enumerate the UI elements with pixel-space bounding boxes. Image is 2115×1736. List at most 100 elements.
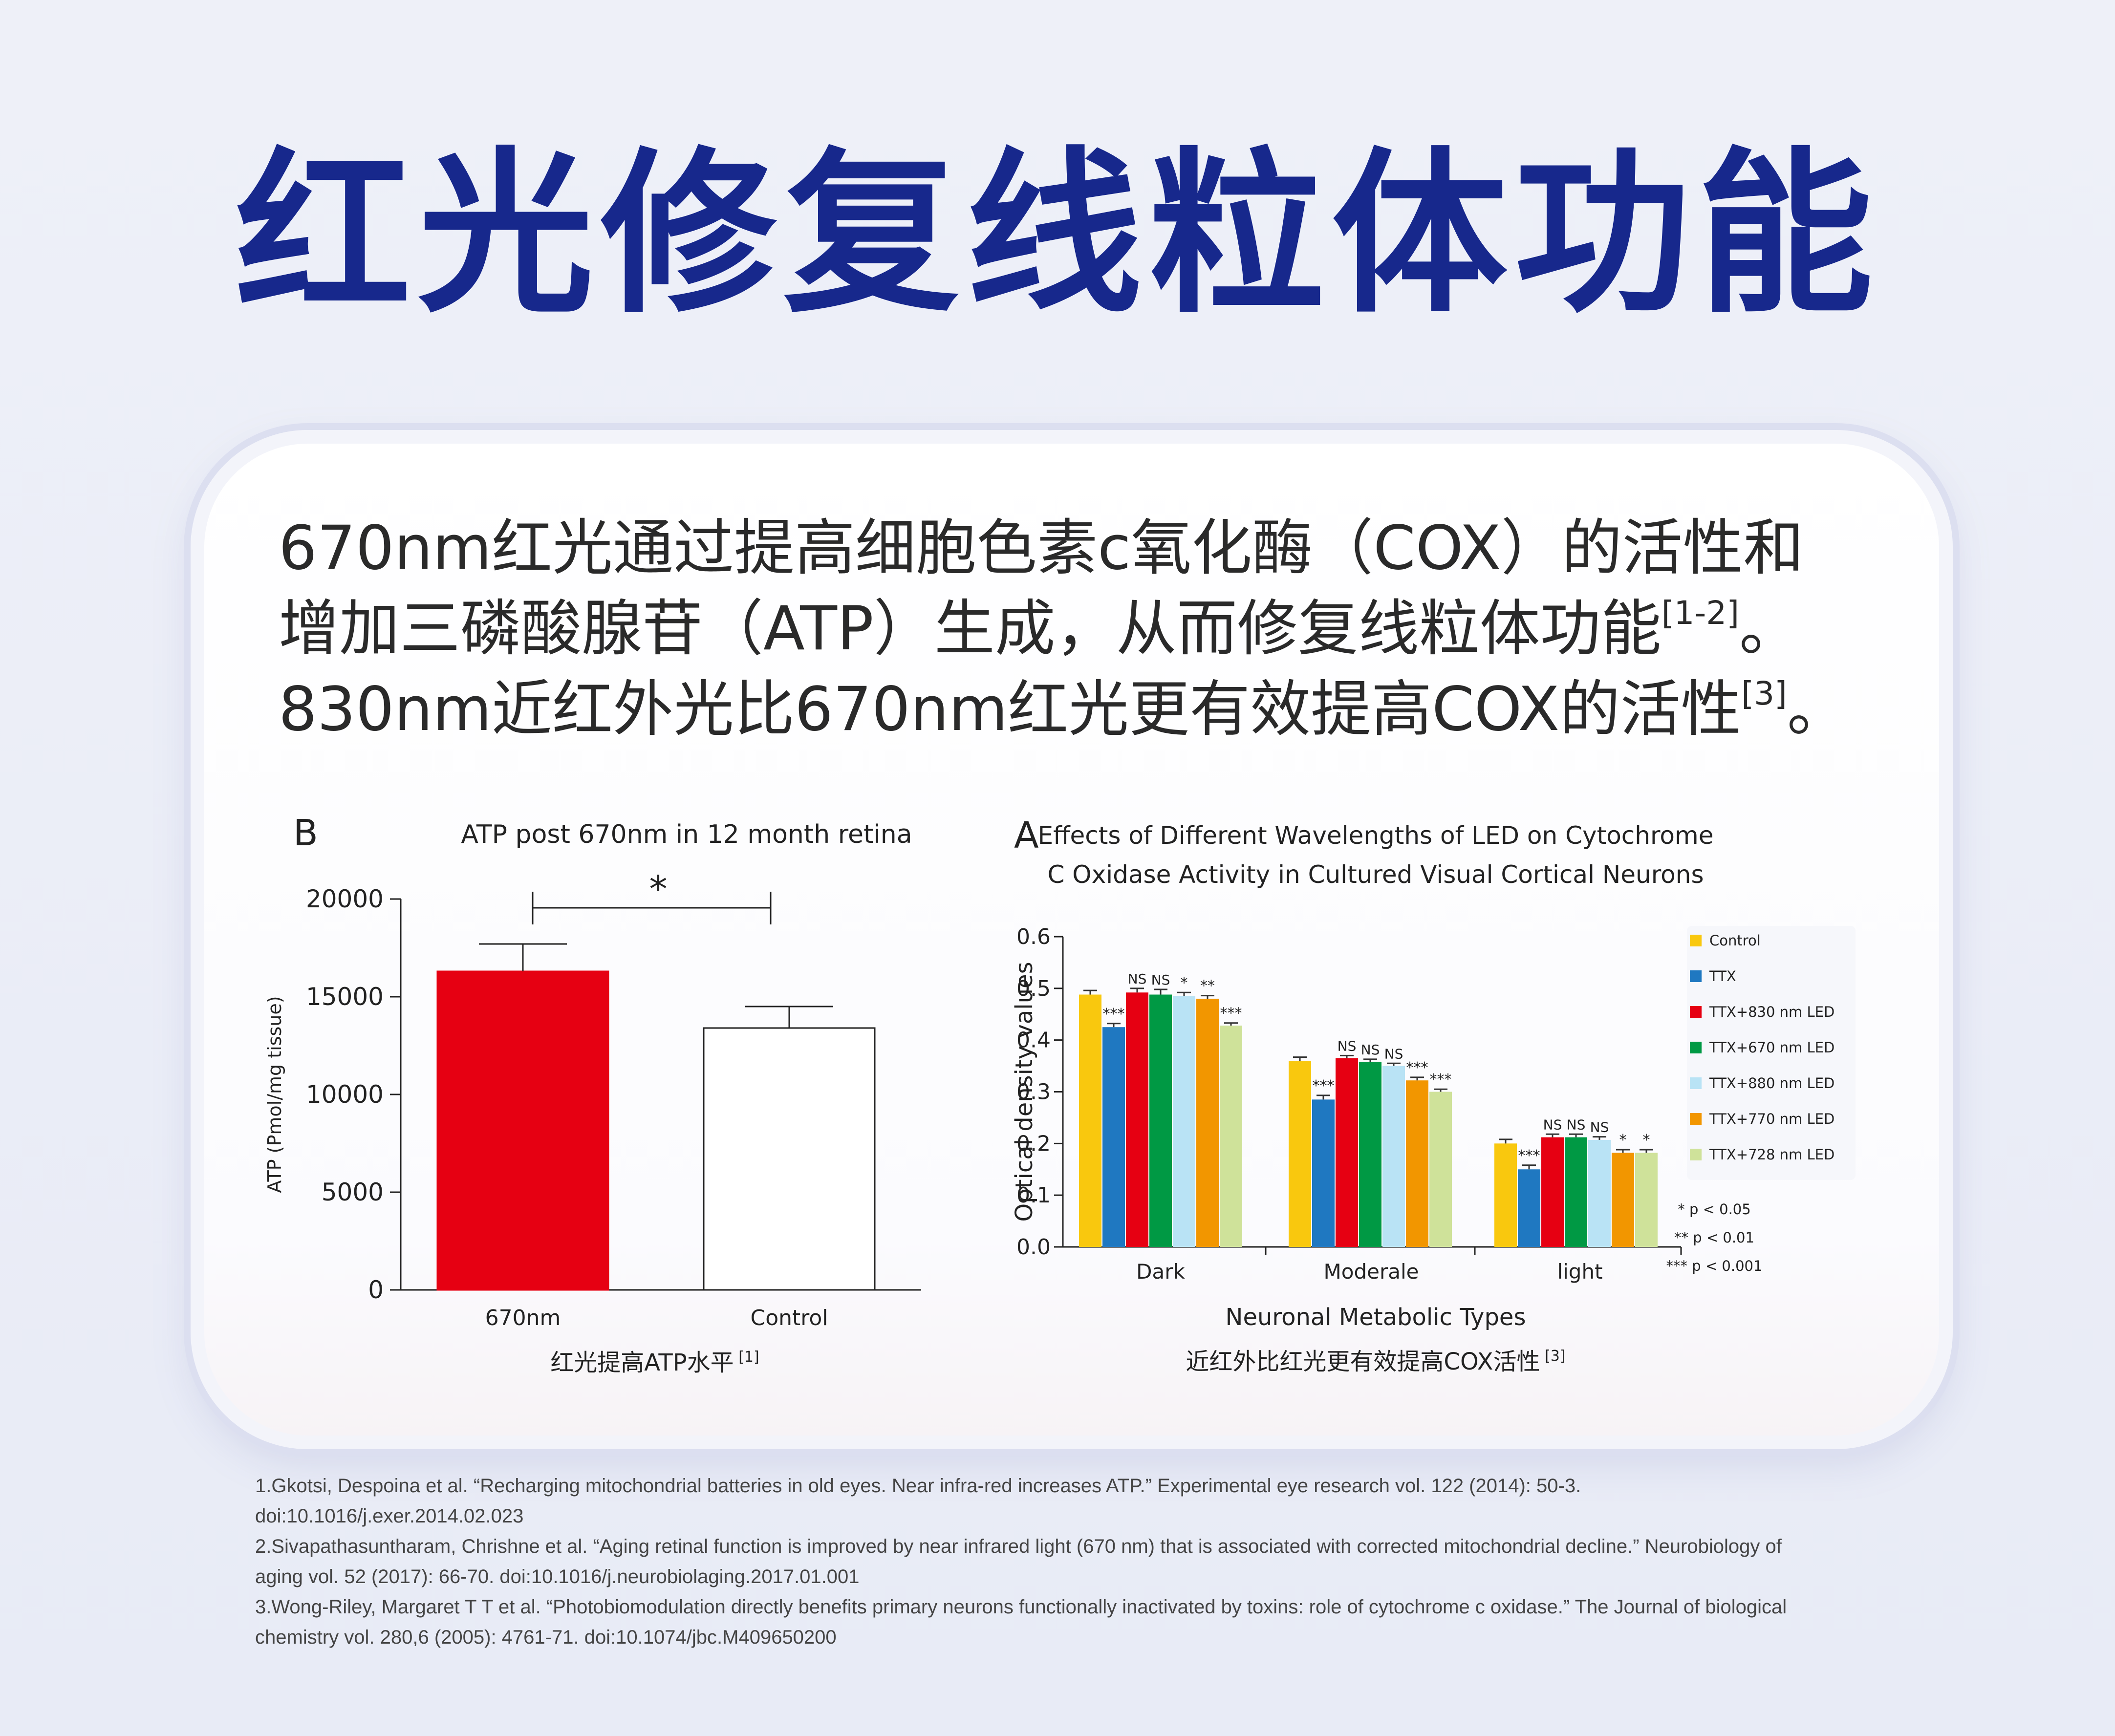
intro-line-3: 830nm近红外光比670nm红光更有效提高COX的活性[3]。 (279, 669, 1891, 750)
significance-marker: NS (1338, 1038, 1357, 1054)
y-tick-label: 0.3 (1016, 1080, 1051, 1105)
pvalue-note: * p < 0.05 (1678, 1201, 1750, 1218)
bar (436, 970, 609, 1291)
bar (1541, 1137, 1564, 1247)
chart-title-line-1: Effects of Different Wavelengths of LED … (1038, 821, 1714, 850)
reference-line: doi:10.1016/j.exer.2014.02.023 (255, 1505, 524, 1527)
y-axis-label: Optical density values (1011, 962, 1038, 1222)
bar (1102, 1027, 1125, 1247)
intro-line-3-end: 。 (1787, 674, 1848, 745)
legend-swatch (1690, 1149, 1702, 1160)
y-tick-label: 10000 (306, 1080, 384, 1109)
bar (1494, 1143, 1517, 1247)
significance-marker: *** (1313, 1077, 1335, 1094)
significance-marker: * (1181, 974, 1188, 991)
bar (1336, 1058, 1358, 1247)
intro-text: 670nm红光通过提高细胞色素c氧化酶（COX）的活性和 增加三磷酸腺苷（ATP… (279, 508, 1891, 750)
bar (1289, 1061, 1311, 1247)
legend-swatch (1690, 1042, 1702, 1053)
intro-line-3-text: 830nm近红外光比670nm红光更有效提高COX的活性 (279, 674, 1742, 745)
legend-swatch (1690, 1006, 1702, 1018)
y-tick-label: 0.2 (1016, 1131, 1051, 1156)
references: 1.Gkotsi, Despoina et al. “Recharging mi… (255, 1471, 1868, 1652)
panel-letter: A (1014, 814, 1039, 857)
y-axis-label: ATP (Pmol/mg tissue) (264, 996, 285, 1193)
bar (1312, 1099, 1335, 1247)
intro-line-2: 增加三磷酸腺苷（ATP）生成，从而修复线粒体功能[1-2]。 (279, 589, 1891, 669)
legend-label: TTX+830 nm LED (1709, 1004, 1834, 1020)
significance-marker: *** (1220, 1005, 1242, 1022)
intro-line-1: 670nm红光通过提高细胞色素c氧化酶（COX）的活性和 (279, 513, 1804, 583)
legend-swatch (1690, 1113, 1702, 1125)
significance-marker: * (649, 868, 668, 910)
significance-marker: NS (1384, 1046, 1403, 1062)
intro-line-2-text: 增加三磷酸腺苷（ATP）生成，从而修复线粒体功能 (279, 594, 1662, 664)
significance-marker: *** (1518, 1147, 1540, 1164)
legend-label: Control (1709, 932, 1761, 949)
bar (1220, 1026, 1242, 1247)
chart-caption-ref: [1] (734, 1349, 759, 1366)
x-tick-label: Dark (1136, 1260, 1185, 1284)
bar (1429, 1092, 1452, 1247)
legend-label: TTX (1709, 968, 1736, 985)
legend-label: TTX+770 nm LED (1709, 1111, 1834, 1127)
legend-swatch (1690, 1077, 1702, 1089)
y-tick-label: 0.5 (1016, 976, 1051, 1001)
chart-title-line-2: C Oxidase Activity in Cultured Visual Co… (1048, 860, 1704, 889)
legend-swatch (1690, 935, 1702, 946)
intro-line-3-ref: [3] (1741, 675, 1787, 712)
bar (1588, 1139, 1611, 1247)
x-tick-label: 670nm (485, 1306, 561, 1330)
significance-marker: * (1619, 1132, 1627, 1149)
reference-line: 1.Gkotsi, Despoina et al. “Recharging mi… (255, 1475, 1581, 1497)
reference-line: 3.Wong-Riley, Margaret T T et al. “Photo… (255, 1596, 1787, 1618)
pvalue-note: ** p < 0.01 (1674, 1229, 1754, 1246)
chart-title: ATP post 670nm in 12 month retina (461, 820, 912, 849)
panel-letter: B (293, 812, 318, 854)
bar (1518, 1169, 1540, 1247)
y-tick-label: 5000 (322, 1178, 384, 1206)
intro-line-2-ref: [1-2] (1661, 594, 1740, 632)
bar (1635, 1153, 1658, 1247)
chart-caption: 近红外比红光更有效提高COX活性 [3] (1186, 1348, 1565, 1375)
significance-marker: NS (1151, 972, 1170, 988)
bar (1126, 992, 1148, 1247)
y-tick-label: 0.4 (1016, 1028, 1051, 1053)
bar (1173, 996, 1195, 1247)
y-tick-label: 0.0 (1016, 1235, 1051, 1260)
bar (1382, 1066, 1405, 1247)
significance-marker: NS (1543, 1116, 1562, 1133)
significance-marker: *** (1430, 1071, 1452, 1088)
bar (1079, 994, 1101, 1247)
y-tick-label: 0.6 (1016, 924, 1051, 949)
bar (1359, 1062, 1381, 1247)
chart-caption-ref: [3] (1540, 1348, 1566, 1365)
bar (1196, 999, 1219, 1247)
bar (1149, 994, 1172, 1247)
bar (1406, 1080, 1428, 1247)
x-axis-label: Neuronal Metabolic Types (1226, 1304, 1526, 1331)
reference-line: chemistry vol. 280,6 (2005): 4761-71. do… (255, 1627, 837, 1648)
significance-marker: NS (1128, 971, 1147, 987)
legend-swatch (1690, 970, 1702, 982)
bar (703, 1027, 876, 1291)
chart-caption-text: 近红外比红光更有效提高COX活性 (1186, 1348, 1540, 1375)
y-tick-label: 20000 (306, 885, 384, 913)
intro-line-2-end: 。 (1739, 594, 1800, 664)
reference-line: 2.Sivapathasuntharam, Chrishne et al. “A… (255, 1536, 1782, 1557)
significance-marker: *** (1406, 1059, 1428, 1076)
y-tick-label: 15000 (306, 983, 384, 1011)
significance-marker: ** (1200, 978, 1215, 995)
chart-caption: 红光提高ATP水平 [1] (550, 1349, 759, 1376)
reference-line: aging vol. 52 (2017): 66-70. doi:10.1016… (255, 1566, 860, 1587)
pvalue-note: *** p < 0.001 (1666, 1258, 1763, 1274)
y-tick-label: 0.1 (1016, 1183, 1051, 1208)
legend-label: TTX+728 nm LED (1709, 1146, 1834, 1163)
page-title: 红光修复线粒体功能 (235, 132, 1880, 337)
significance-marker: NS (1361, 1042, 1380, 1058)
significance-marker: *** (1103, 1006, 1125, 1023)
x-tick-label: light (1557, 1260, 1602, 1284)
legend-label: TTX+880 nm LED (1709, 1075, 1834, 1092)
significance-marker: NS (1567, 1116, 1586, 1133)
